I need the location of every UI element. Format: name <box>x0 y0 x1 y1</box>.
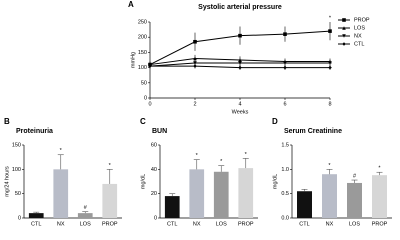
panel-letter: B <box>4 117 10 126</box>
x-tick-label: 8 <box>328 101 331 107</box>
y-tick-label: 60 <box>151 142 157 148</box>
x-tick-label: PROP <box>238 221 254 227</box>
significance-marker: * <box>328 163 331 169</box>
point-marker <box>193 39 197 44</box>
chart-title: BUN <box>152 128 167 135</box>
y-tick-label: 150 <box>12 142 21 148</box>
point-marker <box>193 56 197 61</box>
bar <box>77 213 93 218</box>
y-tick-label: 100 <box>138 65 147 71</box>
y-tick-label: 150 <box>138 50 147 56</box>
legend-label: PROP <box>354 17 370 23</box>
x-tick-label: LOS <box>349 221 360 227</box>
panel-letter: A <box>128 0 134 9</box>
y-tick-label: 0.0 <box>281 215 289 221</box>
x-axis-label: Weeks <box>232 109 249 115</box>
bar <box>297 191 312 218</box>
y-tick-label: 100 <box>12 167 21 173</box>
significance-marker: * <box>109 163 112 169</box>
significance-marker: * <box>60 148 63 154</box>
chart-title: Proteinuria <box>16 128 53 135</box>
x-tick-label: PROP <box>102 221 118 227</box>
x-tick-label: 2 <box>193 101 196 107</box>
panel-letter: C <box>140 117 146 126</box>
significance-marker: # <box>353 173 357 179</box>
y-tick-label: 0 <box>154 215 157 221</box>
legend-label: CTL <box>354 41 364 47</box>
y-tick-label: 1.5 <box>281 142 289 148</box>
y-axis-label: mg/dL <box>140 174 146 189</box>
y-tick-label: 0 <box>18 215 21 221</box>
significance-marker: * <box>245 152 248 158</box>
bar <box>347 182 362 218</box>
figure: A Systolic arterial pressure mmHg 0 50 100 150… <box>4 0 392 227</box>
significance-marker: * <box>329 15 332 21</box>
point-marker <box>342 42 346 46</box>
y-tick-label: 50 <box>141 80 147 86</box>
x-tick-label: CTL <box>299 221 309 227</box>
bar <box>28 213 44 218</box>
point-marker <box>238 61 242 65</box>
point-marker <box>283 65 287 70</box>
y-tick-label: 20 <box>151 191 157 197</box>
y-axis-label: mg/24 hours <box>4 166 10 197</box>
bar <box>213 171 229 218</box>
x-tick-label: 6 <box>283 101 286 107</box>
panel-letter: D <box>272 117 278 126</box>
y-tick-label: 40 <box>151 167 157 173</box>
bar <box>102 183 118 218</box>
y-tick-label: 50 <box>15 191 21 197</box>
x-tick-label: 4 <box>238 101 241 107</box>
legend-label: NX <box>354 33 362 39</box>
significance-marker: * <box>220 159 223 165</box>
y-tick-label: 1.0 <box>281 167 289 173</box>
legend-label: LOS <box>354 25 365 31</box>
bar <box>189 169 205 218</box>
y-axis-label: mg/dL <box>272 174 278 189</box>
y-tick-label: 200 <box>138 35 147 41</box>
x-tick-label: PROP <box>372 221 388 227</box>
point-marker <box>283 32 287 36</box>
point-marker <box>328 65 332 70</box>
bar <box>164 196 180 218</box>
point-marker <box>328 29 332 33</box>
x-tick-label: NX <box>193 221 201 227</box>
x-tick-label: LOS <box>216 221 227 227</box>
point-marker <box>328 61 332 65</box>
x-tick-label: LOS <box>80 221 91 227</box>
chart-title: Systolic arterial pressure <box>198 4 282 11</box>
point-marker <box>283 61 287 65</box>
point-marker <box>148 64 152 68</box>
chart-title: Serum Creatinine <box>284 128 342 135</box>
x-tick-label: CTL <box>31 221 41 227</box>
significance-marker: * <box>196 153 199 159</box>
bar <box>53 169 69 218</box>
bar <box>372 175 387 218</box>
y-axis-label: mmHg <box>130 52 136 68</box>
x-tick-label: CTL <box>167 221 177 227</box>
x-tick-label: NX <box>326 221 334 227</box>
point-marker <box>238 65 242 70</box>
y-tick-label: 0 <box>144 95 147 101</box>
point-marker <box>342 18 346 22</box>
y-tick-label: 250 <box>138 19 147 25</box>
y-tick-label: 0.5 <box>281 191 289 197</box>
x-tick-label: 0 <box>148 101 151 107</box>
x-tick-label: NX <box>57 221 65 227</box>
bar <box>238 168 254 218</box>
point-marker <box>238 33 242 38</box>
significance-marker: # <box>84 205 88 211</box>
point-marker <box>193 61 197 65</box>
point-marker <box>342 26 346 30</box>
point-marker <box>193 64 197 68</box>
bar <box>322 174 337 218</box>
point-marker <box>342 34 346 38</box>
significance-marker: * <box>378 166 381 172</box>
